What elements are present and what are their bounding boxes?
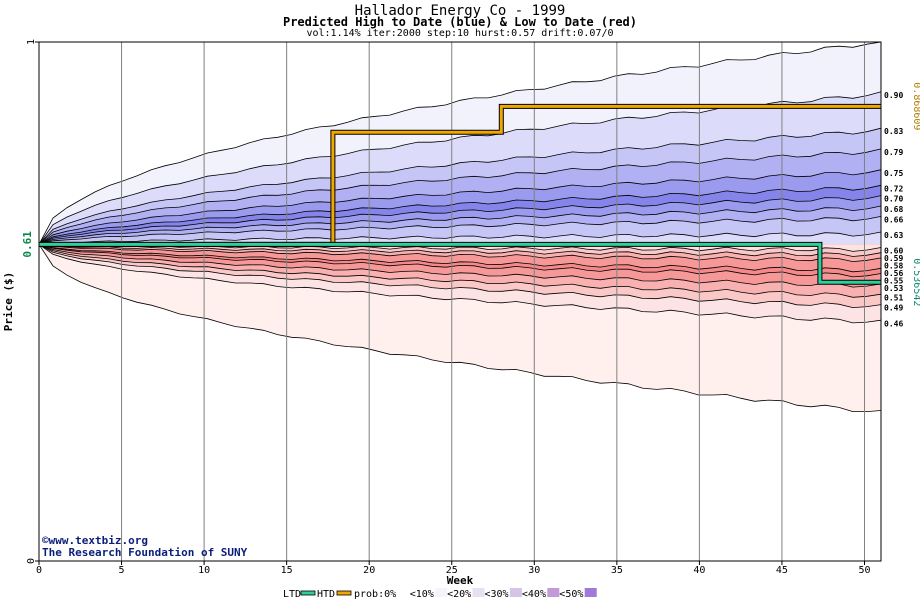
legend-prob-swatch-0 (397, 588, 410, 597)
x-tick-label-45: 45 (776, 565, 788, 576)
right-label-10: 0.59 (884, 254, 903, 263)
band-line-14 (38, 244, 882, 278)
band-line-0 (38, 41, 882, 245)
right-label-17: 0.46 (884, 319, 903, 328)
legend: LTD HTD prob:0% <10% <20% <30% <40% <50% (283, 588, 597, 600)
x-axis-ticks: 0 5 10 15 20 25 30 35 40 45 50 (36, 561, 871, 576)
band-line-10 (38, 244, 882, 252)
chart-subtitle: Predicted High to Date (blue) & Low to D… (282, 15, 637, 29)
x-tick-label-30: 30 (528, 565, 540, 576)
right-label-14: 0.53 (884, 284, 903, 293)
legend-prob-label-0: prob:0% (354, 589, 396, 600)
band-line-13 (38, 244, 882, 273)
right-label-13: 0.55 (884, 277, 903, 286)
y-tick-label-0: 0 (26, 558, 37, 564)
ltd-line (39, 242, 881, 284)
legend-prob-label-5: <50% (559, 589, 583, 600)
legend-prob-label-3: <30% (485, 589, 509, 600)
right-label-4: 0.72 (884, 184, 903, 193)
band-line-7 (38, 205, 882, 245)
right-label-8: 0.63 (884, 231, 903, 240)
x-tick-label-40: 40 (693, 565, 705, 576)
band-line-15 (38, 244, 882, 288)
band-line-4 (38, 169, 882, 245)
high-band-9 (39, 232, 881, 245)
band-line-17 (38, 244, 882, 309)
legend-prob-label-1: <10% (410, 589, 434, 600)
legend-prob-label-2: <20% (447, 589, 471, 600)
band-line-9 (38, 231, 882, 245)
x-tick-label-10: 10 (198, 565, 210, 576)
x-tick-label-25: 25 (446, 565, 458, 576)
y-tick-label-1: 1 (26, 39, 37, 45)
credit-line-2: The Research Foundation of SUNY (42, 546, 248, 559)
legend-prob-label-4: <40% (522, 589, 546, 600)
band-line-8 (38, 216, 882, 245)
x-axis-label: Week (447, 574, 474, 587)
legend-prob-swatch-5 (584, 588, 597, 597)
ltd-value-label: 0.536542 (911, 258, 920, 306)
chart-stats: vol:1.14% iter:2000 step:10 hurst:0.57 d… (306, 28, 614, 39)
band-line-11 (38, 244, 882, 257)
chart-title: Hallador Energy Co - 1999 (354, 3, 566, 19)
right-label-2: 0.79 (884, 148, 903, 157)
start-price-label: 0.61 (21, 231, 34, 258)
right-value-labels: 0.90 0.83 0.79 0.75 0.72 0.700.680.66 0.63 0.60… (884, 91, 903, 328)
band-line-6 (38, 195, 882, 245)
legend-prob-swatch-3 (509, 588, 522, 597)
legend-htd-swatch (336, 590, 352, 596)
band-line-12 (38, 244, 882, 263)
band-line-2 (38, 127, 882, 245)
band-line-16 (38, 244, 882, 298)
credit-line-1[interactable]: ©www.textbiz.org (42, 535, 247, 547)
right-label-15: 0.51 (884, 293, 903, 302)
x-tick-label-0: 0 (36, 565, 42, 576)
band-line-3 (38, 148, 882, 245)
x-tick-label-50: 50 (858, 565, 870, 576)
right-label-16: 0.49 (884, 304, 903, 313)
x-tick-label-35: 35 (611, 565, 623, 576)
x-tick-label-5: 5 (119, 565, 125, 576)
band-line-18 (38, 244, 882, 324)
legend-ltd-swatch (300, 590, 316, 596)
credit-url: www.textbiz.org (48, 534, 148, 547)
y-axis-label: Price ($) (2, 272, 15, 332)
legend-prob-swatch-4 (547, 588, 560, 597)
right-label-9: 0.60 (884, 247, 903, 256)
right-label-1: 0.83 (884, 127, 903, 136)
legend-prob-swatch-1 (435, 588, 448, 597)
legend-prob-swatch-2 (472, 588, 485, 597)
x-tick-label-15: 15 (281, 565, 293, 576)
right-label-3: 0.75 (884, 169, 903, 178)
right-label-7: 0.66 (884, 215, 903, 224)
x-tick-label-20: 20 (363, 565, 375, 576)
right-label-12: 0.56 (884, 269, 903, 278)
legend-ltd-label: LTD (283, 589, 301, 600)
right-label-6: 0.68 (884, 205, 903, 214)
right-label-11: 0.58 (884, 262, 903, 271)
plot-frame (38, 41, 882, 562)
legend-htd-label: HTD (317, 589, 335, 600)
credit-block: ©www.textbiz.org The Research Foundation… (42, 535, 247, 559)
right-label-5: 0.70 (884, 195, 903, 204)
htd-value-label: 0.868609 (911, 82, 920, 130)
band-line-19 (38, 244, 882, 413)
band-line-5 (38, 184, 882, 245)
grid (121, 42, 865, 561)
right-label-0: 0.90 (884, 91, 903, 100)
copyright-icon: © (42, 534, 49, 547)
